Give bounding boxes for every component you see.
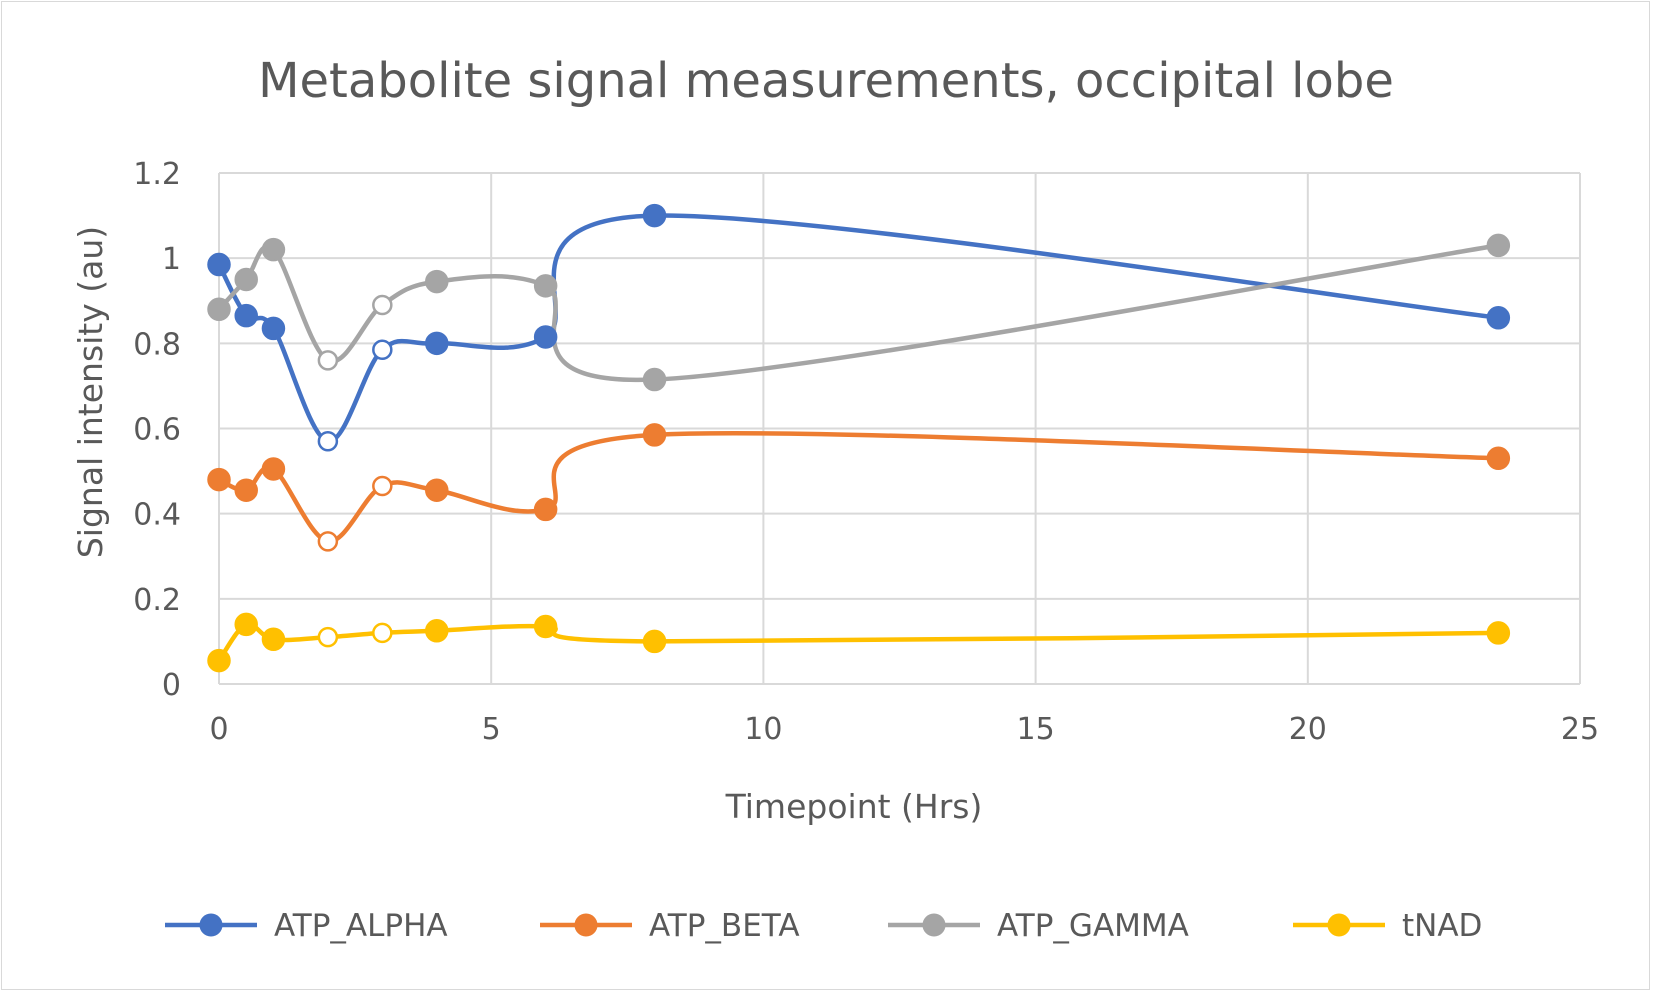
data-point-tnad xyxy=(533,614,558,639)
x-tick-label: 5 xyxy=(482,712,501,747)
data-point-atp-gamma xyxy=(533,274,558,298)
x-tick-label: 10 xyxy=(744,712,782,747)
data-point-atp-gamma xyxy=(1486,233,1511,258)
data-point-atp-alpha xyxy=(207,252,231,277)
data-point-tnad xyxy=(372,622,393,644)
y-tick-label: 0.4 xyxy=(133,498,181,533)
legend-item-atp-beta: ATP_BETA xyxy=(540,908,800,944)
data-point-atp-alpha xyxy=(642,203,667,228)
data-point-atp-alpha xyxy=(261,316,286,341)
data-point-tnad xyxy=(234,612,258,637)
x-tick-label: 20 xyxy=(1289,712,1327,747)
legend-marker-atp-gamma xyxy=(922,913,946,937)
data-point-atp-alpha xyxy=(1486,306,1511,330)
x-axis-label: Timepoint (Hrs) xyxy=(725,787,983,826)
y-tick-label: 1.2 xyxy=(133,157,181,192)
series-lines xyxy=(216,213,1501,663)
data-point-atp-beta xyxy=(234,478,258,502)
data-point-atp-alpha xyxy=(533,325,558,349)
y-axis-label: Signal intensity (au) xyxy=(71,226,110,558)
legend-marker-atp-alpha xyxy=(199,913,223,937)
x-tick-label: 25 xyxy=(1561,712,1599,747)
data-point-atp-beta xyxy=(425,478,449,502)
legend-item-atp-gamma: ATP_GAMMA xyxy=(888,908,1189,944)
data-point-tnad xyxy=(207,648,231,673)
legend-label-atp-alpha: ATP_ALPHA xyxy=(274,908,448,944)
chart-title: Metabolite signal measurements, occipita… xyxy=(258,53,1394,109)
legend-label-atp-gamma: ATP_GAMMA xyxy=(997,908,1189,944)
x-tick-labels: 0 5 10 15 20 25 xyxy=(209,712,1599,747)
series-line-atp-alpha xyxy=(216,213,1501,444)
legend-item-tnad: tNAD xyxy=(1293,908,1482,944)
legend: ATP_ALPHA ATP_BETA ATP_GAMMA tNAD xyxy=(165,908,1482,944)
data-point-tnad xyxy=(425,619,449,643)
data-point-atp-beta xyxy=(207,467,231,492)
data-point-atp-gamma xyxy=(234,267,258,292)
data-point-atp-beta xyxy=(261,457,286,481)
data-point-atp-beta xyxy=(642,423,667,447)
x-tick-label: 15 xyxy=(1017,712,1055,747)
data-point-atp-alpha xyxy=(425,331,449,356)
series-line-tnad xyxy=(216,621,1501,663)
series-line-atp-gamma xyxy=(216,243,1501,383)
y-tick-labels: 0 0.2 0.4 0.6 0.8 1 1.2 xyxy=(133,157,181,703)
data-point-atp-gamma xyxy=(317,350,339,371)
data-point-tnad xyxy=(642,629,667,654)
data-point-atp-beta xyxy=(372,475,393,497)
data-point-atp-gamma xyxy=(207,297,231,322)
data-point-atp-gamma xyxy=(261,237,286,262)
data-point-atp-beta xyxy=(317,531,339,552)
data-point-atp-beta xyxy=(1486,446,1511,471)
data-point-atp-alpha xyxy=(234,303,258,328)
data-point-atp-alpha xyxy=(372,339,393,360)
legend-marker-atp-beta xyxy=(574,913,598,937)
data-point-atp-gamma xyxy=(425,269,449,294)
y-tick-label: 0.2 xyxy=(133,583,181,618)
legend-label-atp-beta: ATP_BETA xyxy=(649,908,800,944)
legend-item-atp-alpha: ATP_ALPHA xyxy=(165,908,448,944)
legend-label-tnad: tNAD xyxy=(1402,908,1482,944)
y-tick-label: 0 xyxy=(162,668,181,703)
x-tick-label: 0 xyxy=(209,712,228,747)
y-tick-label: 0.6 xyxy=(133,413,181,448)
data-point-tnad xyxy=(317,626,339,648)
data-point-atp-alpha xyxy=(317,431,339,452)
y-tick-label: 1 xyxy=(162,242,181,277)
data-point-tnad xyxy=(261,627,286,652)
series-line-atp-beta xyxy=(216,431,1501,544)
data-point-atp-gamma xyxy=(372,294,393,316)
data-point-tnad xyxy=(1486,621,1511,645)
legend-marker-tnad xyxy=(1327,913,1351,937)
data-point-atp-gamma xyxy=(642,367,667,392)
data-point-atp-beta xyxy=(533,497,558,522)
grid-lines xyxy=(218,172,1581,685)
series-markers xyxy=(207,203,1511,673)
y-tick-label: 0.8 xyxy=(133,327,181,362)
